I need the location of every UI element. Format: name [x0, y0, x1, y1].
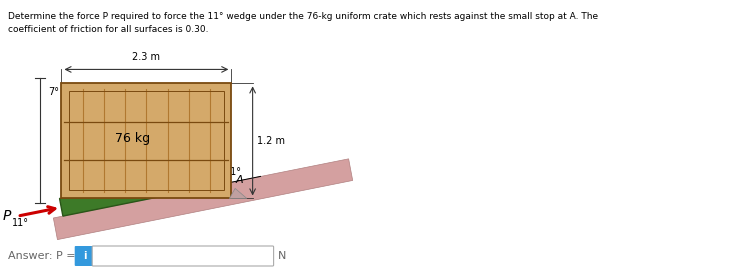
Text: A: A — [235, 175, 243, 185]
Text: 1.2 m: 1.2 m — [257, 136, 285, 146]
Polygon shape — [53, 159, 353, 240]
Polygon shape — [230, 188, 247, 198]
Polygon shape — [62, 83, 231, 198]
Text: Determine the force P required to force the 11° wedge under the 76-kg uniform cr: Determine the force P required to force … — [7, 12, 598, 21]
Text: P: P — [3, 209, 11, 223]
Text: Answer: P =: Answer: P = — [7, 251, 76, 261]
Text: 76 kg: 76 kg — [116, 132, 150, 145]
Polygon shape — [59, 195, 167, 216]
Text: coefficient of friction for all surfaces is 0.30.: coefficient of friction for all surfaces… — [7, 25, 208, 34]
FancyBboxPatch shape — [75, 246, 94, 266]
Bar — [69, 91, 224, 190]
Text: 11°: 11° — [12, 219, 28, 229]
Text: i: i — [83, 251, 86, 261]
FancyBboxPatch shape — [92, 246, 273, 266]
Text: 11°: 11° — [225, 167, 242, 177]
Text: 2.3 m: 2.3 m — [133, 53, 160, 63]
Text: N: N — [277, 251, 286, 261]
Text: 7°: 7° — [48, 87, 59, 97]
